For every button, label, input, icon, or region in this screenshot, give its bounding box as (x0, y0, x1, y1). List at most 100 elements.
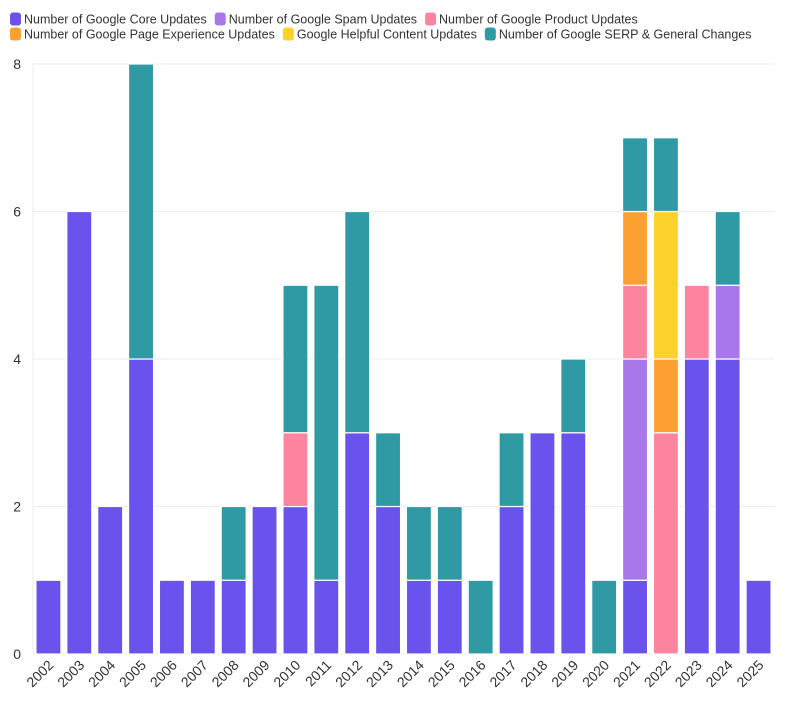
x-tick-label-2011: 2011 (302, 657, 335, 690)
bar-2021-series-0 (621, 579, 649, 655)
legend-label-0: Number of Google Core Updates (24, 13, 207, 27)
bar-2007-series-0 (189, 579, 216, 655)
bar-2025-series-0 (745, 579, 772, 655)
legend-label-2: Number of Google Product Updates (439, 13, 638, 27)
bar-stack-2013 (374, 432, 402, 655)
y-gridlines (33, 63, 774, 655)
bar-2005-series-5 (127, 63, 155, 360)
bar-stack-2023 (683, 284, 710, 655)
bar-2014-series-0 (405, 579, 433, 655)
y-tick-label-6: 6 (13, 204, 21, 220)
legend-swatch-0 (10, 12, 21, 26)
bar-stack-2021 (621, 137, 649, 655)
x-tick-label-2022: 2022 (641, 657, 674, 690)
bar-2020-series-5 (591, 579, 618, 655)
legend-swatch-3 (10, 27, 21, 41)
bar-2004-series-0 (97, 505, 124, 655)
bar-2023-series-0 (683, 358, 710, 655)
bar-2013-series-5 (374, 432, 402, 508)
bar-stack-2018 (529, 432, 556, 655)
bar-2017-series-0 (498, 505, 525, 655)
bar-2015-series-0 (436, 579, 463, 655)
bar-stack-2017 (498, 432, 525, 655)
bar-2023-series-2 (683, 284, 710, 360)
bar-2011-series-5 (313, 284, 340, 581)
bar-2021-series-2 (621, 284, 649, 360)
x-tick-label-2017: 2017 (486, 657, 519, 690)
chart-legend: Number of Google Core Updates Number of G… (10, 12, 752, 42)
x-tick-label-2014: 2014 (394, 657, 427, 690)
bar-2024-series-1 (714, 284, 741, 360)
bar-stack-2011 (313, 284, 340, 655)
x-tick-label-2002: 2002 (23, 657, 56, 690)
y-tick-label-0: 0 (13, 646, 21, 662)
legend-label-5: Number of Google SERP & General Changes (499, 28, 752, 42)
x-tick-label-2020: 2020 (579, 657, 612, 690)
bar-2008-series-0 (220, 579, 247, 655)
bar-2015-series-5 (436, 505, 463, 581)
x-tick-label-2013: 2013 (363, 657, 396, 690)
x-tick-label-2025: 2025 (733, 657, 766, 690)
x-tick-label-2021: 2021 (610, 657, 643, 690)
bar-stack-2022 (652, 137, 680, 655)
bar-area (35, 63, 772, 655)
x-tick-label-2010: 2010 (270, 657, 303, 690)
x-tick-label-2005: 2005 (116, 657, 149, 690)
bar-2021-series-3 (621, 210, 649, 286)
x-tick-label-2019: 2019 (548, 657, 581, 690)
bar-2010-series-0 (282, 505, 309, 655)
x-tick-label-2008: 2008 (208, 657, 241, 690)
bar-2014-series-5 (405, 505, 433, 581)
bar-stack-2003 (66, 210, 93, 655)
x-tick-label-2004: 2004 (85, 657, 118, 690)
bar-2012-series-5 (344, 210, 371, 434)
bar-2009-series-0 (251, 505, 278, 655)
bar-stack-2015 (436, 505, 463, 655)
bar-2019-series-0 (560, 432, 587, 655)
x-axis: 2002200320042005200620072008200920102011… (23, 657, 767, 690)
bar-stack-2014 (405, 505, 433, 655)
bar-2022-series-4 (652, 210, 680, 360)
x-tick-label-2015: 2015 (425, 657, 458, 690)
bar-stack-2012 (344, 210, 371, 655)
legend-label-3: Number of Google Page Experience Updates (24, 28, 275, 42)
bar-2022-series-5 (652, 137, 680, 213)
bar-2024-series-5 (714, 210, 741, 286)
legend-swatch-2 (425, 12, 437, 26)
legend-label-1: Number of Google Spam Updates (229, 13, 417, 27)
legend-swatch-1 (214, 12, 226, 26)
bar-2018-series-0 (529, 432, 556, 655)
bar-2005-series-0 (127, 358, 155, 655)
bar-stack-2007 (189, 579, 216, 655)
bar-2021-series-1 (621, 358, 649, 581)
bar-stack-2010 (282, 284, 309, 655)
bar-2019-series-5 (560, 358, 587, 434)
bar-stack-2020 (591, 579, 618, 655)
bar-stack-2005 (127, 63, 155, 655)
legend-swatch-5 (484, 27, 496, 41)
x-tick-label-2006: 2006 (147, 657, 180, 690)
bar-2010-series-2 (282, 432, 309, 508)
x-tick-label-2009: 2009 (239, 657, 272, 690)
bar-2016-series-5 (467, 579, 494, 655)
bar-stack-2008 (220, 505, 247, 655)
y-tick-label-2: 2 (13, 499, 21, 515)
bar-stack-2009 (251, 505, 278, 655)
bar-stack-2006 (158, 579, 186, 655)
bar-2006-series-0 (158, 579, 186, 655)
bar-stack-2019 (560, 358, 587, 655)
x-tick-label-2018: 2018 (517, 657, 550, 690)
y-axis: 0 2 4 6 8 (13, 56, 34, 662)
x-tick-label-2016: 2016 (455, 657, 488, 690)
bar-2022-series-3 (652, 358, 680, 434)
bar-2012-series-0 (344, 432, 371, 655)
bar-stack-2025 (745, 579, 772, 655)
y-tick-label-4: 4 (13, 351, 21, 367)
x-tick-label-2023: 2023 (672, 657, 705, 690)
bar-2010-series-5 (282, 284, 309, 434)
bar-stack-2024 (714, 210, 741, 655)
x-tick-label-2003: 2003 (54, 657, 87, 690)
bar-2022-series-2 (652, 432, 680, 655)
bar-2017-series-5 (498, 432, 525, 508)
